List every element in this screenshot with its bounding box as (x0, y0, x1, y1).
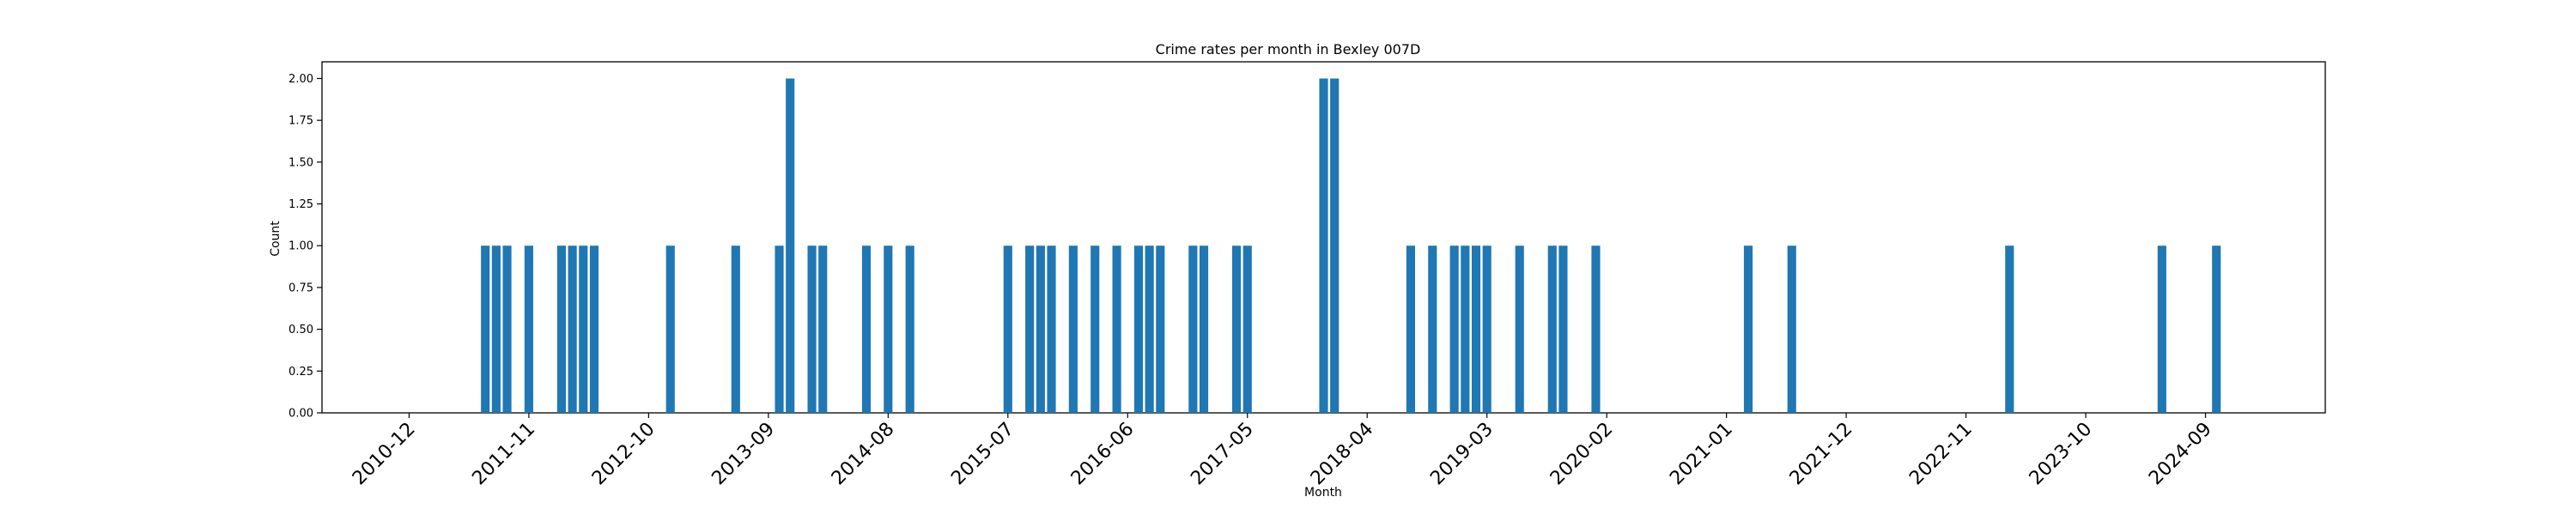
bar (1156, 245, 1165, 413)
bar (775, 245, 784, 413)
bar (1515, 245, 1524, 413)
bar (861, 245, 872, 413)
y-tick-label: 1.75 (289, 115, 313, 128)
bar (2157, 245, 2166, 413)
bar (1242, 245, 1252, 413)
bar (1199, 245, 1209, 413)
y-axis: 0.00 0.25 0.50 0.75 1.00 1.25 1.50 1.75 2.00 (289, 73, 322, 421)
bar (2212, 245, 2221, 413)
x-tick-label: 2017-05 (1187, 419, 1258, 490)
y-tick-label: 0.00 (289, 408, 313, 421)
bar (905, 245, 914, 413)
x-tick-label: 2020-02 (1546, 419, 1618, 490)
bar (589, 245, 599, 413)
x-tick-label: 2014-08 (828, 419, 899, 490)
x-tick-label: 2019-03 (1426, 419, 1498, 490)
x-tick-label: 2021-12 (1786, 419, 1857, 490)
bars (481, 78, 2221, 413)
bar (1036, 245, 1045, 413)
bar (1558, 245, 1568, 413)
bar (1047, 245, 1056, 413)
bar (1231, 245, 1242, 413)
bar (1112, 245, 1121, 413)
bar (1188, 245, 1198, 413)
x-tick-label: 2023-10 (2026, 419, 2097, 490)
x-tick-label: 2015-07 (947, 419, 1018, 490)
y-tick-label: 1.00 (289, 240, 313, 253)
bar (1428, 245, 1437, 413)
bar (1591, 245, 1601, 413)
bar (1319, 78, 1328, 413)
bar (1461, 245, 1470, 413)
bar (2005, 245, 2014, 413)
bar (1091, 245, 1100, 413)
bar (731, 245, 740, 413)
x-tick-label: 2018-04 (1307, 419, 1378, 490)
y-tick-label: 1.25 (289, 198, 313, 211)
bar (568, 245, 577, 413)
bar (1787, 245, 1796, 413)
bar (481, 245, 490, 413)
bar (1133, 245, 1144, 413)
bar (491, 245, 501, 413)
y-tick-label: 0.25 (289, 366, 313, 379)
y-tick-label: 0.50 (289, 324, 313, 336)
bar (1547, 245, 1557, 413)
bar (807, 245, 817, 413)
y-tick-label: 1.50 (289, 156, 313, 169)
bar (1145, 245, 1154, 413)
bar (818, 245, 828, 413)
bar (786, 78, 795, 413)
x-tick-label: 2012-10 (588, 419, 659, 490)
x-tick-label: 2011-11 (468, 419, 539, 490)
bar (1025, 245, 1035, 413)
bar (1406, 245, 1415, 413)
x-tick-label: 2010-12 (349, 419, 420, 490)
bar (1743, 245, 1753, 413)
x-axis: 2010-12 2011-11 2012-10 2013-09 2014-08 2015-… (349, 413, 2216, 489)
bar (579, 245, 588, 413)
x-tick-label: 2024-09 (2145, 419, 2216, 490)
plot-area: 0.00 0.25 0.50 0.75 1.00 1.25 1.50 1.75 2.00 201… (289, 61, 2326, 489)
y-tick-label: 2.00 (289, 73, 313, 86)
x-tick-label: 2022-11 (1905, 419, 1977, 490)
bar (1068, 245, 1078, 413)
bar (1482, 245, 1492, 413)
y-tick-label: 0.75 (289, 282, 313, 294)
bar (1003, 245, 1012, 413)
x-tick-label: 2021-01 (1666, 419, 1737, 490)
x-tick-label: 2013-09 (708, 419, 779, 490)
bar (502, 245, 512, 413)
bar (1330, 78, 1340, 413)
bar (1471, 245, 1481, 413)
bar (1449, 245, 1459, 413)
chart-title: Crime rates per month in Bexley 007D (1156, 41, 1421, 58)
x-tick-label: 2016-06 (1067, 419, 1139, 490)
bar (665, 245, 675, 413)
bar (556, 245, 567, 413)
y-axis-label: Count (269, 221, 283, 257)
bar (524, 245, 533, 413)
bar (884, 245, 893, 413)
x-axis-label: Month (1304, 486, 1342, 500)
